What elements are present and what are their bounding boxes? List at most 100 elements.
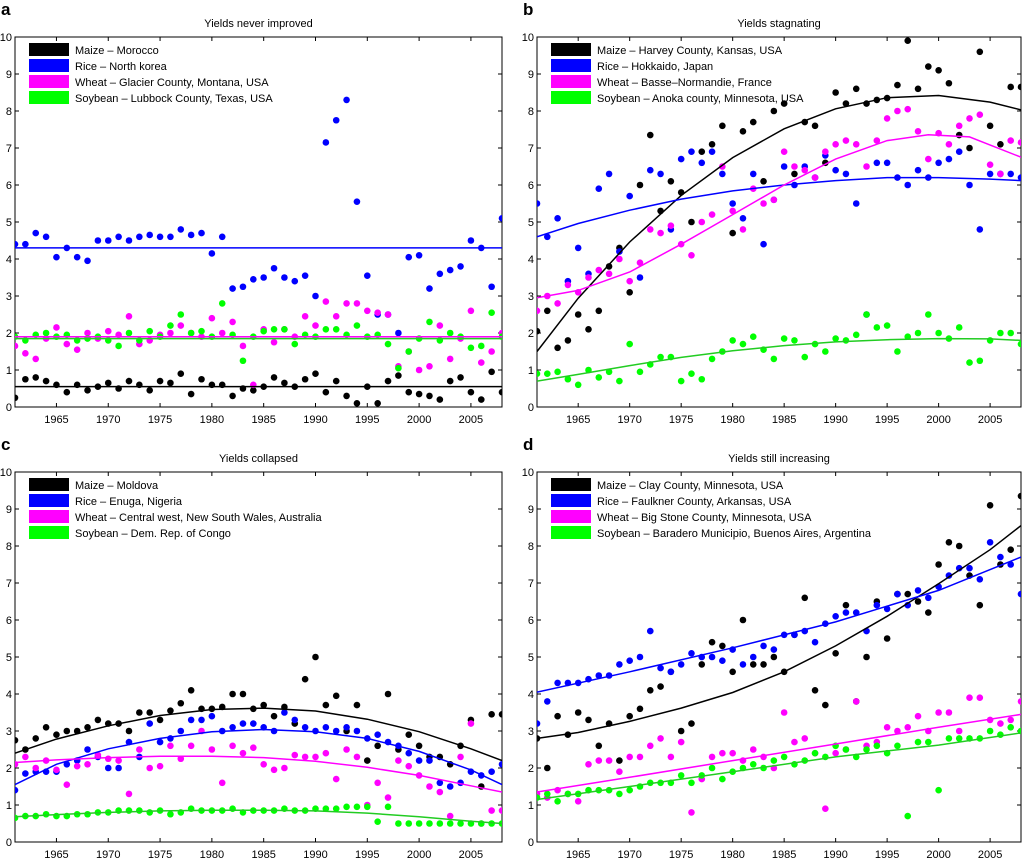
trend-line [537, 176, 1021, 238]
data-point [636, 274, 644, 281]
data-point [177, 311, 185, 318]
panel-letter: b [523, 0, 533, 19]
data-point [976, 48, 984, 56]
data-point [208, 746, 216, 753]
data-point [426, 318, 433, 326]
data-point [374, 779, 381, 787]
data-point [405, 762, 413, 770]
data-point [415, 820, 423, 827]
y-tick-label: 5 [6, 217, 12, 229]
data-point [739, 128, 747, 135]
series-1 [537, 539, 1021, 727]
data-point [332, 313, 340, 320]
x-tick-label: 2000 [407, 414, 431, 426]
data-point [595, 185, 603, 192]
data-point [343, 392, 350, 400]
data-point [605, 757, 613, 764]
y-tick-label: 8 [6, 106, 12, 118]
data-point [749, 653, 757, 661]
data-point [426, 363, 433, 370]
data-point [1007, 137, 1015, 144]
data-point [405, 749, 413, 757]
x-tick-label: 1975 [148, 414, 172, 426]
legend-label: Wheat – Big Stone County, Minnesota, USA [597, 512, 812, 524]
data-point [250, 276, 257, 283]
y-tick-label: 10 [0, 467, 12, 479]
data-point [239, 342, 247, 350]
data-point [488, 807, 495, 814]
data-point [626, 753, 633, 761]
data-point [457, 753, 464, 761]
y-tick-label: 10 [0, 32, 12, 44]
data-point [698, 375, 706, 383]
legend-label: Maize – Morocco [75, 45, 159, 57]
data-point [976, 694, 984, 701]
data-point [436, 788, 444, 796]
data-point [780, 753, 788, 761]
data-point [281, 379, 288, 387]
plot-area [15, 653, 502, 827]
data-point [322, 326, 330, 333]
data-point [405, 731, 413, 738]
data-point [832, 141, 839, 148]
y-tick-label: 2 [528, 763, 534, 775]
y-tick-label: 0 [528, 837, 534, 849]
data-point [945, 155, 953, 163]
data-point [125, 727, 133, 735]
data-point [167, 742, 174, 750]
data-point [322, 701, 330, 709]
series-0 [15, 368, 502, 407]
data-point [436, 820, 444, 827]
y-tick-label: 3 [6, 726, 12, 738]
data-point [384, 377, 392, 385]
data-point [801, 735, 809, 742]
legend-label: Wheat – Basse–Normandie, France [597, 77, 772, 89]
data-point [1017, 139, 1021, 146]
data-point [904, 812, 912, 820]
data-point [873, 601, 881, 609]
data-point [343, 724, 350, 731]
data-point [177, 727, 185, 735]
data-point [374, 731, 381, 738]
panel-letter: a [1, 0, 11, 19]
x-tick-label: 2005 [978, 849, 1002, 861]
data-point [945, 539, 953, 546]
trend-line [15, 755, 502, 793]
data-point [863, 311, 870, 318]
legend-swatch [551, 510, 591, 523]
y-tick-label: 3 [528, 291, 534, 303]
data-point [626, 712, 633, 720]
data-point [415, 757, 423, 764]
data-point [657, 664, 664, 672]
data-point [925, 738, 932, 746]
data-point [554, 300, 561, 307]
data-point [104, 755, 112, 763]
data-point [260, 274, 267, 281]
data-point [605, 368, 613, 376]
x-tick-label: 1970 [617, 849, 641, 861]
data-point [146, 327, 154, 335]
data-point [488, 768, 495, 775]
trend-line [537, 337, 1021, 382]
data-point [904, 333, 912, 341]
data-point [136, 746, 143, 753]
data-point [198, 229, 205, 237]
x-tick-label: 1980 [200, 849, 224, 861]
data-point [770, 196, 778, 204]
data-point [1017, 174, 1021, 181]
data-point [646, 131, 654, 139]
data-point [626, 657, 633, 664]
x-tick-label: 1990 [823, 414, 847, 426]
data-point [1017, 590, 1021, 598]
data-point [657, 353, 664, 361]
data-point [770, 646, 778, 653]
data-point [436, 779, 444, 787]
data-point [925, 594, 932, 602]
data-point [156, 738, 164, 746]
data-point [976, 226, 984, 233]
data-point [395, 757, 402, 764]
legend-swatch [29, 494, 69, 507]
data-point [708, 764, 716, 772]
data-point [636, 653, 644, 661]
trend-line [537, 732, 1021, 801]
